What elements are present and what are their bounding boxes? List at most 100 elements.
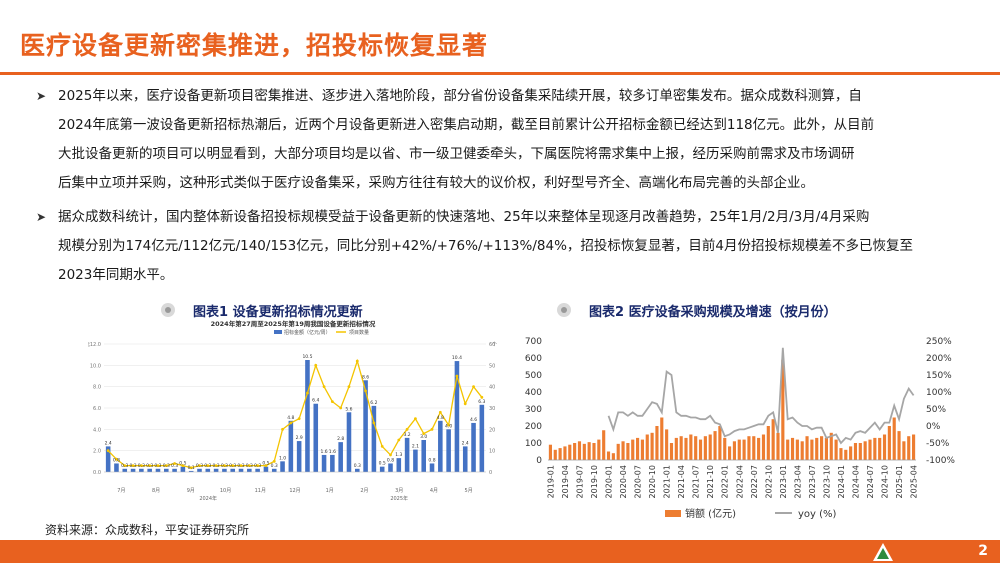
chart1-bar-label: 0.3 bbox=[196, 463, 203, 469]
chart1-line-point bbox=[405, 427, 409, 431]
chart2-bar bbox=[868, 439, 872, 460]
chart1-bar bbox=[396, 458, 402, 472]
chart2-series-line bbox=[607, 347, 915, 445]
chart2-bar bbox=[761, 434, 766, 460]
chart1-y-left-tick: 12.0 bbox=[90, 342, 101, 348]
chart2-x-tick: 2020-10 bbox=[648, 465, 657, 498]
chart1-bar bbox=[263, 466, 269, 472]
chart2-y-right-tick: 200% bbox=[926, 354, 952, 364]
chart2-bar bbox=[718, 426, 722, 460]
chart1-bar bbox=[330, 454, 335, 472]
chart1-bar-label: 0.3 bbox=[204, 463, 211, 469]
chart2-bar bbox=[577, 441, 582, 460]
chart2-y-left-tick: 0 bbox=[536, 456, 542, 466]
chart1-line-point bbox=[397, 438, 401, 442]
chart2-bar bbox=[800, 441, 804, 460]
chart1-line-point bbox=[372, 421, 376, 425]
chart1-line-point bbox=[189, 466, 193, 470]
chart1-bar-label: 2.8 bbox=[337, 436, 344, 442]
chart2-bar bbox=[815, 437, 819, 460]
chart1-line-point bbox=[139, 464, 143, 467]
chart1-line-point bbox=[322, 385, 326, 389]
chart1-bar-label: 4.8 bbox=[437, 415, 444, 421]
chart1-bar-label: 6.4 bbox=[312, 398, 319, 404]
chart2-x-tick: 2025-04 bbox=[910, 465, 919, 498]
chart1-bar-label: 0.3 bbox=[354, 463, 361, 469]
chart1-line-point bbox=[364, 389, 367, 393]
chart2-bar bbox=[882, 434, 887, 460]
chart1-month-label: 8月 bbox=[152, 488, 160, 494]
chart1-bar bbox=[172, 468, 177, 472]
chart1-bar-label: 3.2 bbox=[404, 432, 411, 438]
chart1-bar bbox=[188, 470, 194, 472]
chart2-y-left-tick: 400 bbox=[525, 388, 542, 398]
chart1-y-left-tick: 0.0 bbox=[93, 470, 101, 476]
chart1-line-point bbox=[131, 464, 135, 467]
chart2-bar bbox=[858, 443, 862, 460]
paragraph-line: 据众成数科统计，国内整体新设备招投标规模受益于设备更新的快速落地、25年以来整体… bbox=[58, 209, 870, 225]
chart1-bar-label: 0.3 bbox=[146, 463, 153, 469]
chart2-x-tick: 2019-04 bbox=[561, 465, 570, 498]
chart2-y-left-tick: 700 bbox=[525, 337, 542, 347]
chart1-bar bbox=[438, 420, 443, 472]
chart2-x-tick: 2019-01 bbox=[546, 465, 555, 498]
chart1-line-point bbox=[239, 464, 243, 467]
chart1-bar bbox=[388, 463, 393, 472]
chart1-bar-label: 3.0 bbox=[420, 434, 427, 440]
chart1-bar-label: 4.0 bbox=[445, 423, 452, 429]
chart1-bar bbox=[247, 468, 252, 472]
chart1-y-right-tick: 50 bbox=[489, 363, 495, 369]
chart2-x-tick: 2019-07 bbox=[575, 465, 584, 498]
chart1-line-point bbox=[247, 464, 251, 467]
chart1-line-point bbox=[223, 464, 226, 467]
chart2-bar bbox=[684, 437, 688, 460]
chart1-bar-label: 10.4 bbox=[452, 355, 462, 361]
chart1-bar bbox=[305, 360, 310, 472]
chart2-bar bbox=[616, 443, 620, 460]
chart1-month-label: 11月 bbox=[255, 488, 266, 494]
chart2-bar bbox=[810, 439, 814, 460]
chart1-bar-label: 4.8 bbox=[287, 415, 294, 421]
chart1-bar bbox=[371, 405, 377, 472]
chart1-bar-label: 0.3 bbox=[213, 463, 220, 469]
chart1-bar bbox=[155, 468, 161, 472]
chart1-line-point bbox=[330, 400, 334, 403]
chart2-bar bbox=[907, 436, 911, 460]
chart1-bar-label: 5.6 bbox=[345, 406, 352, 412]
chart2-y-right-tick: -100% bbox=[926, 456, 955, 466]
chart1-year-label: 2025年 bbox=[390, 495, 408, 502]
chart2-x-tick: 2019-10 bbox=[590, 465, 599, 498]
chart1-line-point bbox=[339, 406, 343, 410]
chart1-line-point bbox=[272, 459, 276, 463]
chart1-bar bbox=[462, 446, 468, 472]
chart2-x-tick: 2022-07 bbox=[750, 465, 759, 498]
figure2-circle-icon bbox=[557, 303, 571, 317]
title-divider bbox=[0, 72, 1000, 75]
chart2-bar bbox=[626, 443, 630, 460]
chart1-bar bbox=[288, 420, 294, 472]
chart2-bar bbox=[824, 437, 828, 460]
chart2-x-tick: 2025-01 bbox=[895, 465, 904, 498]
chart2-y-left-tick: 200 bbox=[525, 422, 542, 432]
chart1-bar bbox=[338, 442, 343, 472]
chart2-x-tick: 2024-04 bbox=[851, 465, 860, 498]
chart2-x-tick: 2022-01 bbox=[721, 465, 730, 498]
chart1-bar bbox=[454, 361, 460, 472]
chart2-y-left-tick: 300 bbox=[525, 405, 542, 415]
chart1-month-label: 12月 bbox=[289, 488, 300, 494]
chart1-title: 2024年第27周至2025年第19周我国设备更新招标情况 bbox=[211, 319, 376, 328]
chart1-line-point bbox=[231, 464, 235, 467]
chart2-bar bbox=[732, 441, 736, 460]
chart2-bar bbox=[660, 417, 664, 460]
chart1-bar bbox=[230, 468, 236, 472]
chart2-container: 0 100 200 300 400 500 600 700 -100% -50% 0% 50% 100%… bbox=[520, 333, 970, 525]
chart1-line-point bbox=[198, 464, 201, 467]
chart2-bar bbox=[771, 419, 775, 460]
chart1-bar-label: 4.6 bbox=[470, 417, 477, 423]
chart2-bar bbox=[587, 442, 591, 460]
chart1-line-point bbox=[164, 464, 168, 467]
chart1-line-point bbox=[297, 417, 301, 421]
chart1-bar bbox=[354, 468, 360, 472]
chart1-month-label: 7月 bbox=[117, 488, 125, 494]
chart1-bar-label: 0.3 bbox=[163, 463, 170, 469]
